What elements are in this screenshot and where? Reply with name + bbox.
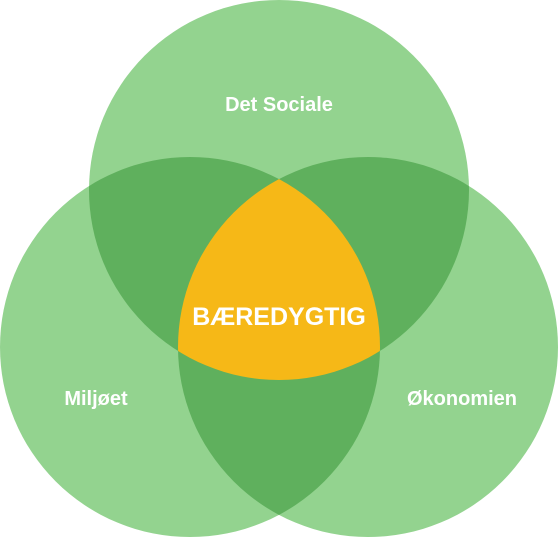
label-environment: Miljøet (64, 388, 128, 410)
label-sustainable: BÆREDYGTIG (192, 303, 366, 331)
label-economy: Økonomien (407, 388, 517, 410)
label-social: Det Sociale (225, 94, 333, 116)
overlap-center (178, 157, 380, 380)
